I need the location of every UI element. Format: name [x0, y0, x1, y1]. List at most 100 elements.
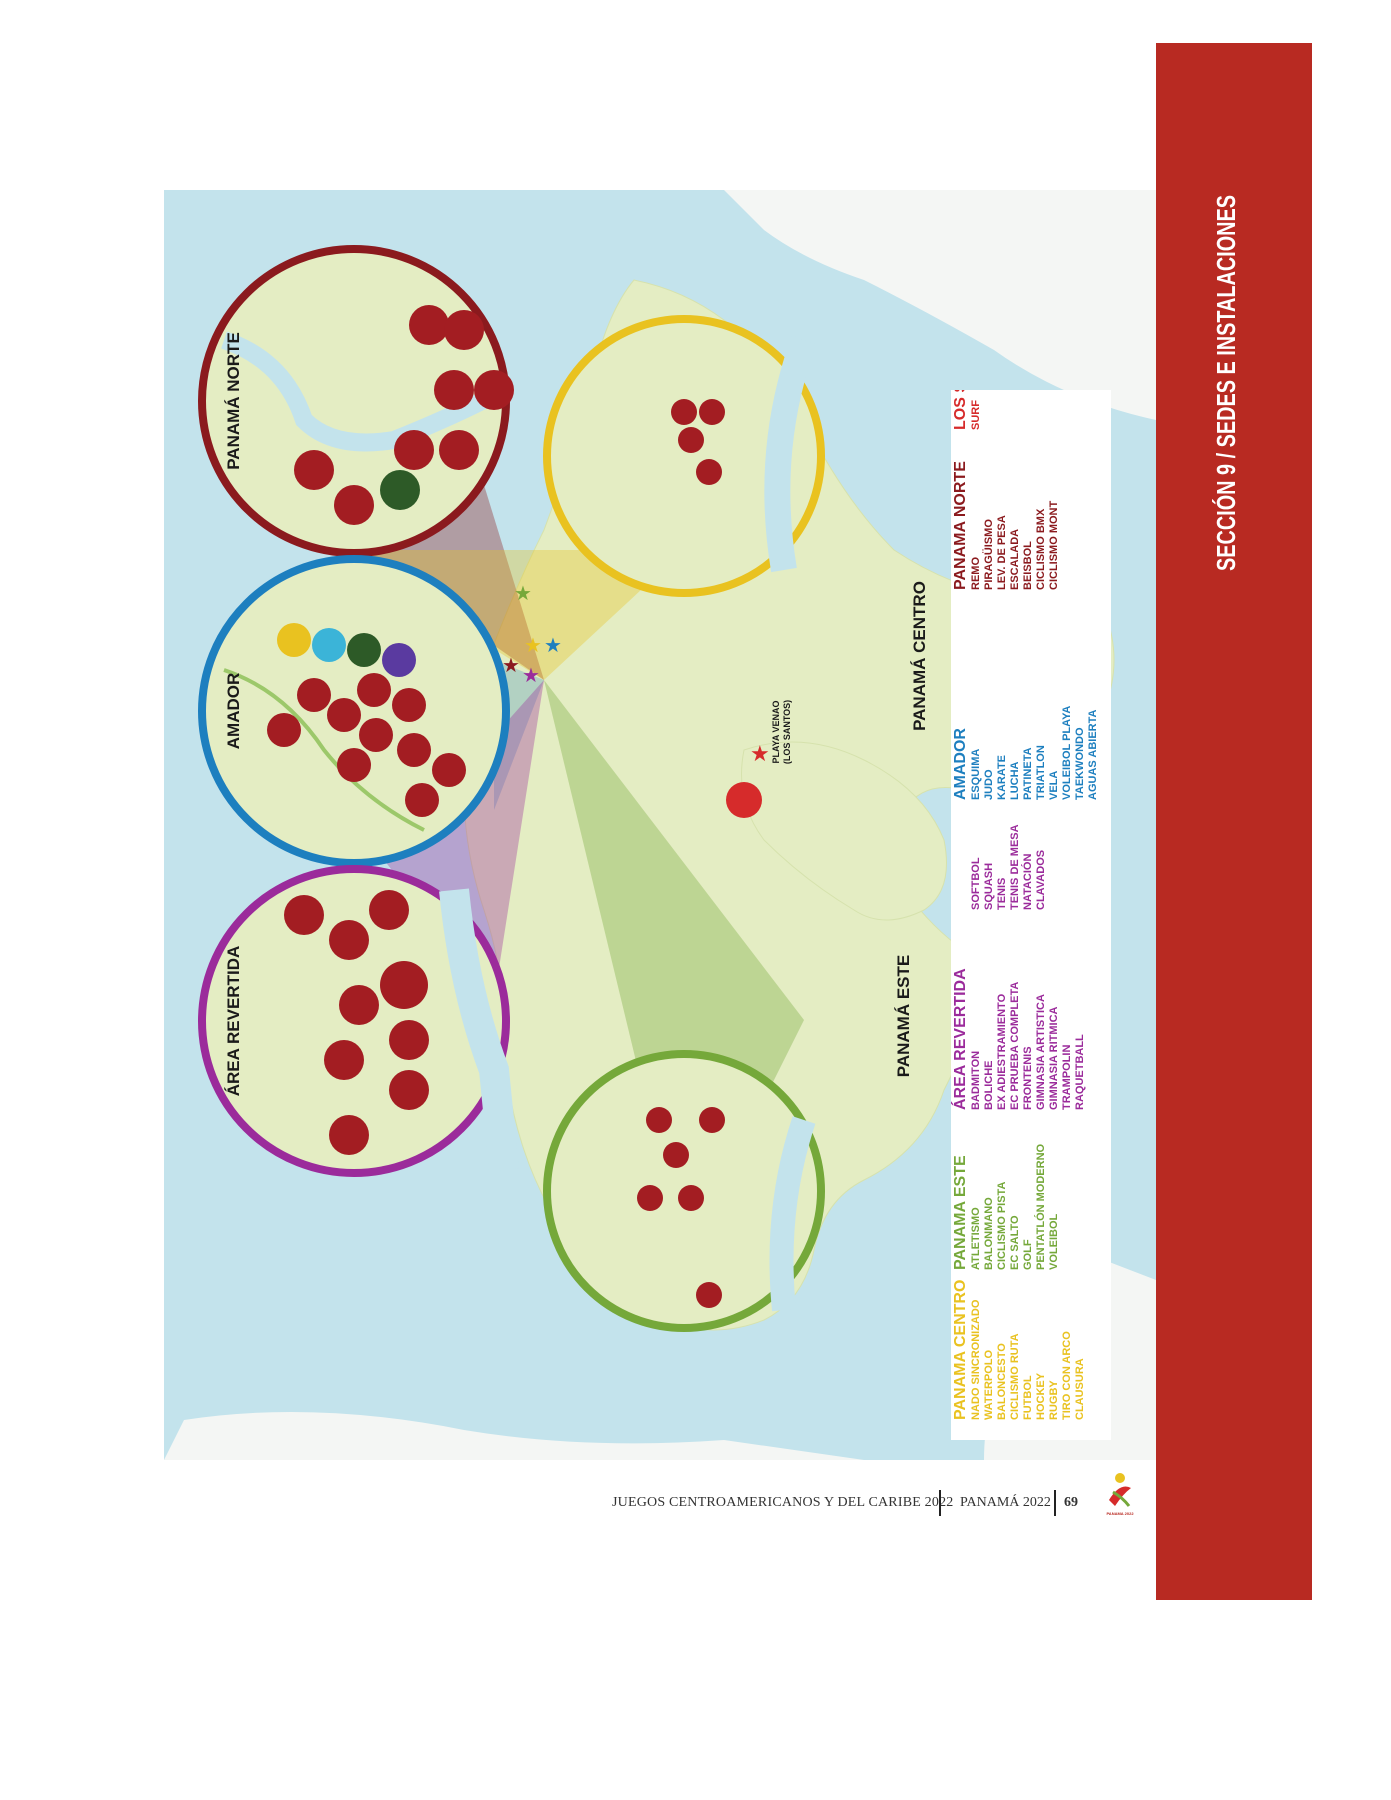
- venue-icons-panama-este: [637, 1107, 725, 1308]
- weightlifting-icon: [434, 370, 474, 410]
- volleyball-icon: [678, 1185, 704, 1211]
- legend-sport: TIRO CON ARCO: [1061, 1331, 1073, 1420]
- playa-venao-label: PLAYA VENAO (LOS SANTOS): [771, 700, 793, 764]
- legend-sport: TRIATLON: [1035, 745, 1047, 800]
- footer-event-name: JUEGOS CENTROAMERICANOS Y DEL CARIBE 202…: [612, 1495, 954, 1510]
- legend-canvas: PANAMA CENTRO NADO SINCRONIZADO WATERPOLO B…: [950, 326, 1099, 1420]
- legend-sport: PENTATLÓN MODERNO: [1034, 1143, 1047, 1270]
- pentathlon-icon: [637, 1185, 663, 1211]
- athletics-icon: [646, 1107, 672, 1133]
- gymnastics-icon: [380, 961, 428, 1009]
- logo-caption: PANAMA 2022: [1106, 1511, 1134, 1516]
- legend-sport: GIMNASIA RITMICA: [1048, 1006, 1060, 1110]
- legend-sport: CLAVADOS: [1035, 850, 1047, 910]
- climbing-icon: [394, 430, 434, 470]
- legend-sport: SURF: [970, 400, 982, 430]
- legend-sport: SQUASH: [983, 863, 995, 910]
- legend-sport: FUTBOL: [1022, 1375, 1034, 1420]
- skateboard-icon: [392, 688, 426, 722]
- legend-sport: TENIS DE MESA: [1009, 824, 1021, 910]
- legend-sport: RAQUETBALL: [1074, 1034, 1086, 1110]
- legend-sport: LEV. DE PESA: [996, 515, 1008, 590]
- venues-map: ★ ★ ★ ★ ★ ★ PANAMÁ NORTE AMADOR ÁREA REV…: [164, 190, 1156, 1460]
- cycling-bmx-icon: [474, 370, 514, 410]
- legend-sport: BALONMANO: [983, 1197, 995, 1270]
- squash-icon: [329, 1115, 369, 1155]
- page-footer: JUEGOS CENTROAMERICANOS Y DEL CARIBE 202…: [600, 1490, 1140, 1520]
- logo-graphic: PANAMA 2022: [1106, 1473, 1134, 1516]
- legend-sport: EX ADIESTRAMIENTO: [996, 993, 1008, 1110]
- venue-icons-area-revertida: [284, 890, 429, 1155]
- legend-sport: CLAUSURA: [1074, 1358, 1086, 1420]
- legend-group-panama_centro: PANAMA CENTRO NADO SINCRONIZADO WATERPOLO B…: [952, 1280, 1086, 1420]
- legend-title-panama_centro: PANAMA CENTRO: [952, 1280, 969, 1420]
- golf-icon: [663, 1142, 689, 1168]
- equestrian-jump-icon: [696, 1282, 722, 1308]
- legend-sport: TENIS: [996, 878, 1008, 910]
- swimming-icon: [389, 1020, 429, 1060]
- legend-group-panama_este: PANAMA ESTE ATLETISMO BALONMANO CICLISMO PI…: [952, 1143, 1060, 1270]
- cycling-icon: [380, 470, 420, 510]
- legend-sport: ESCALADA: [1009, 529, 1021, 590]
- legend-sport: JUDO: [983, 769, 995, 800]
- legend-sport: EC SALTO: [1009, 1215, 1021, 1270]
- beam-area-revertida: [384, 680, 544, 1000]
- legend-group-los_santos: LOS SANTOSSURF: [952, 326, 982, 430]
- rowing-icon: [444, 310, 484, 350]
- star-panama-norte-icon: ★: [502, 655, 520, 677]
- legend-sport: WATERPOLO: [983, 1349, 995, 1420]
- other-land-north: [724, 190, 1156, 420]
- hockey-icon: [678, 427, 704, 453]
- legend-sport: AGUAS ABIERTA: [1087, 710, 1099, 801]
- legend-sport: TRAMPOLIN: [1061, 1045, 1073, 1110]
- playa-venao-sub: (LOS SANTOS): [782, 699, 792, 765]
- legend-sport: NADO SINCRONIZADO: [970, 1299, 982, 1420]
- legend-sport: CICLISMO MONT: [1048, 501, 1060, 590]
- legend-sport: PIRAGÜISMO: [982, 519, 995, 590]
- region-label-amador: AMADOR: [224, 672, 243, 750]
- sport-icon-cyan: [312, 628, 346, 662]
- legend-sport: FRONTENIS: [1022, 1046, 1034, 1110]
- footer-divider-2: [1054, 1490, 1056, 1516]
- legend-sport: PATINETA: [1022, 747, 1034, 800]
- canoe-icon: [439, 430, 479, 470]
- softball-icon: [389, 1070, 429, 1110]
- legend-sport: SOFTBOL: [970, 857, 982, 910]
- fencing-icon: [397, 733, 431, 767]
- judo-icon: [357, 673, 391, 707]
- legend-group-panama_norte: PANAMA NORTE REMO PIRAGÜISMO LEV. DE PESA ES…: [952, 461, 1060, 590]
- legend-title-amador: AMADOR: [952, 728, 969, 800]
- legend-sport: VOLEIBOL PLAYA: [1061, 706, 1073, 800]
- legend-sport: REMO: [970, 557, 982, 590]
- region-label-area-revertida: ÁREA REVERTIDA: [224, 945, 243, 1097]
- legend-sport: EC PRUEBA COMPLETA: [1009, 982, 1021, 1110]
- sailing-icon: [359, 718, 393, 752]
- legend-group-area_revertida: ÁREA REVERTIDA BADMITON BOLICHE EX ADIESTRA…: [950, 968, 1086, 1111]
- sport-icon-yellow: [277, 623, 311, 657]
- football-icon: [699, 399, 725, 425]
- baseball-icon: [334, 485, 374, 525]
- star-amador-icon: ★: [544, 635, 562, 657]
- legend-sport: ATLETISMO: [970, 1207, 982, 1270]
- legend-group-amador: AMADOR ESQUIMA JUDO KARATE LUCHA PATINETA TRIA…: [952, 706, 1099, 800]
- legend-sport: BOLICHE: [983, 1061, 995, 1111]
- legend-sport: VELA: [1048, 771, 1060, 800]
- azuero-peninsula: [741, 741, 947, 921]
- legend-group-area_revertida_2: SOFTBOL SQUASH TENIS TENIS DE MESA NATACIÓN C…: [970, 824, 1047, 910]
- handball-icon: [699, 1107, 725, 1133]
- section-title-text: SECCIÓN 9 / SEDES E INSTALACIONES: [1211, 195, 1241, 571]
- legend-title-area_revertida: ÁREA REVERTIDA: [951, 968, 969, 1110]
- region-label-panama-centro: PANAMÁ CENTRO: [910, 581, 929, 731]
- bowling-icon: [329, 920, 369, 960]
- star-playa-venao-icon: ★: [750, 741, 770, 766]
- legend-sport: HOCKEY: [1035, 1372, 1047, 1420]
- section-title: SECCIÓN 9 / SEDES E INSTALACIONES: [1210, 193, 1244, 573]
- region-label-panama-norte: PANAMÁ NORTE: [224, 332, 243, 470]
- legend-sport: CICLISMO RUTA: [1009, 1333, 1021, 1420]
- surf-icon: [726, 782, 762, 818]
- taekwondo-icon: [432, 753, 466, 787]
- panama-2022-logo-icon: PANAMA 2022: [1103, 1468, 1137, 1518]
- cycling-mountain-icon: [409, 305, 449, 345]
- badminton-icon: [284, 895, 324, 935]
